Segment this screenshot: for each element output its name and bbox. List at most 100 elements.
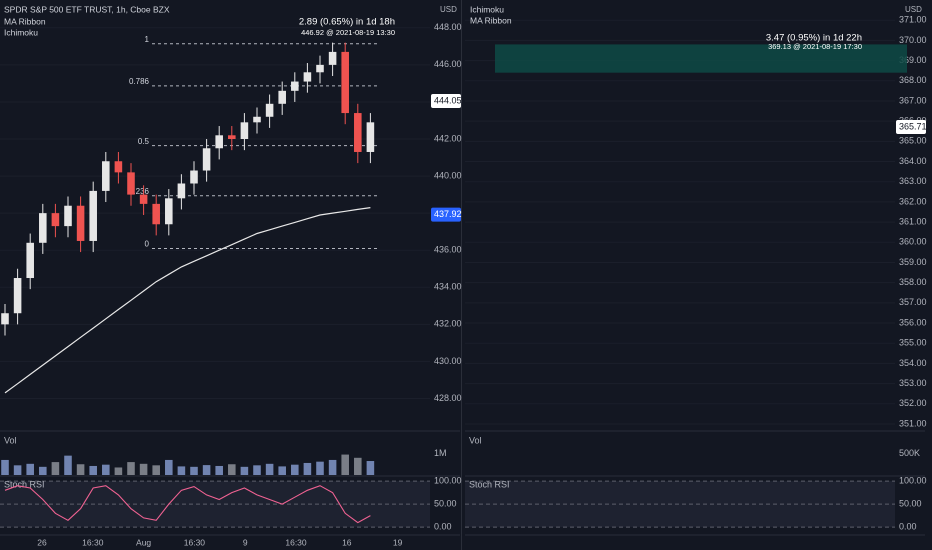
candle-body bbox=[114, 161, 123, 173]
stoch-label: Stoch RSI bbox=[4, 479, 45, 489]
volume-bar bbox=[26, 463, 34, 475]
candle-body bbox=[13, 278, 22, 314]
volume-bar bbox=[51, 462, 60, 475]
candle-body bbox=[89, 190, 97, 241]
price-label-box bbox=[431, 207, 461, 222]
x-tick-label: 19 bbox=[393, 537, 403, 547]
y-tick-label: 434.00 bbox=[434, 282, 462, 292]
chart-title: SPDR S&P 500 ETF TRUST, 1h, Cboe BZX bbox=[4, 4, 170, 14]
y-tick-label: 428.00 bbox=[434, 393, 462, 403]
candle-body bbox=[215, 135, 223, 149]
projection-change: 3.47 (0.95%) in 1d 22h bbox=[766, 33, 862, 44]
y-tick-label: 362.00 bbox=[899, 196, 927, 206]
moving-average bbox=[4, 207, 371, 394]
y-tick-label: 368.00 bbox=[899, 75, 927, 85]
volume-bar bbox=[165, 459, 173, 475]
volume-bar bbox=[291, 464, 299, 475]
candle-body bbox=[278, 90, 286, 104]
volume-bar bbox=[139, 463, 148, 475]
y-tick-label: 358.00 bbox=[899, 277, 927, 287]
candle-body bbox=[190, 170, 198, 184]
volume-bar bbox=[39, 466, 47, 475]
volume-bar bbox=[127, 462, 135, 475]
volume-bar bbox=[366, 461, 375, 475]
fib-label: 0.786 bbox=[129, 77, 150, 86]
stoch-tick-label: 100.00 bbox=[434, 475, 462, 485]
volume-bar bbox=[265, 463, 274, 475]
volume-bar bbox=[1, 459, 9, 475]
volume-bar bbox=[76, 464, 85, 475]
y-tick-label: 356.00 bbox=[899, 317, 927, 327]
candle-body bbox=[265, 103, 274, 117]
volume-bar bbox=[278, 466, 286, 475]
fib-label: 0.236 bbox=[129, 187, 150, 196]
stoch-tick-label: 50.00 bbox=[899, 498, 922, 508]
x-tick-label: Aug bbox=[136, 537, 151, 547]
volume-bar bbox=[240, 466, 249, 475]
volume-label: Vol bbox=[4, 435, 17, 445]
currency: USD bbox=[440, 5, 457, 14]
candle-body bbox=[51, 213, 60, 227]
y-tick-label: 436.00 bbox=[434, 245, 462, 255]
y-tick-label: 365.00 bbox=[899, 136, 927, 146]
y-tick-label: 354.00 bbox=[899, 358, 927, 368]
candle-body bbox=[253, 116, 261, 123]
y-tick-label: 353.00 bbox=[899, 378, 927, 388]
projection-target: 446.92 @ 2021-08-19 13:30 bbox=[301, 28, 395, 37]
volume-bar bbox=[328, 459, 337, 475]
volume-label: Vol bbox=[469, 435, 482, 445]
stoch-tick-label: 0.00 bbox=[899, 522, 917, 532]
candle-body bbox=[240, 122, 249, 140]
y-tick-label: 440.00 bbox=[434, 170, 462, 180]
stoch-tick-label: 100.00 bbox=[899, 475, 927, 485]
y-tick-label: 370.00 bbox=[899, 35, 927, 45]
x-tick-label: 9 bbox=[243, 537, 248, 547]
candle-body bbox=[102, 161, 110, 191]
price-label: 365.71 bbox=[899, 121, 927, 131]
indicator-name: MA Ribbon bbox=[4, 16, 46, 26]
y-tick-label: 364.00 bbox=[899, 156, 927, 166]
y-tick-label: 361.00 bbox=[899, 216, 927, 226]
y-tick-label: 352.00 bbox=[899, 398, 927, 408]
y-tick-label: 367.00 bbox=[899, 95, 927, 105]
projection-change: 2.89 (0.65%) in 1d 18h bbox=[299, 17, 395, 28]
y-tick-label: 430.00 bbox=[434, 356, 462, 366]
candle-body bbox=[316, 64, 324, 73]
candle-body bbox=[139, 194, 148, 204]
price-label: 444.05 bbox=[434, 95, 462, 105]
candle-body bbox=[127, 172, 135, 195]
indicator-name: Ichimoku bbox=[470, 4, 504, 14]
candle-body bbox=[177, 183, 186, 199]
y-tick-label: 442.00 bbox=[434, 133, 462, 143]
candle-body bbox=[152, 203, 160, 225]
price-label: 437.92 bbox=[434, 209, 462, 219]
candle-body bbox=[366, 122, 375, 152]
volume-bar bbox=[253, 465, 261, 475]
candle-body bbox=[228, 135, 236, 140]
y-tick-label: 369.00 bbox=[899, 55, 927, 65]
x-tick-label: 16:30 bbox=[184, 537, 206, 547]
volume-bar bbox=[102, 464, 110, 475]
x-tick-label: 26 bbox=[37, 537, 47, 547]
stoch-line bbox=[4, 485, 371, 524]
indicator-name: MA Ribbon bbox=[470, 15, 512, 25]
candle-body bbox=[341, 51, 349, 114]
y-tick-label: 355.00 bbox=[899, 338, 927, 348]
fib-label: 0 bbox=[145, 240, 150, 249]
candle-body bbox=[165, 198, 173, 225]
indicator-name: Ichimoku bbox=[4, 27, 38, 37]
stoch-tick-label: 50.00 bbox=[434, 498, 457, 508]
volume-bar bbox=[114, 467, 123, 475]
candle-body bbox=[202, 148, 211, 171]
y-tick-label: 360.00 bbox=[899, 237, 927, 247]
fib-label: 1 bbox=[145, 35, 150, 44]
y-tick-label: 448.00 bbox=[434, 22, 462, 32]
volume-bar bbox=[13, 465, 22, 475]
stoch-tick-label: 0.00 bbox=[434, 522, 452, 532]
volume-bar bbox=[152, 465, 160, 475]
price-label-box bbox=[431, 94, 461, 109]
candle-body bbox=[26, 242, 34, 279]
y-tick-label: 371.00 bbox=[899, 15, 927, 25]
candle-body bbox=[64, 205, 72, 227]
